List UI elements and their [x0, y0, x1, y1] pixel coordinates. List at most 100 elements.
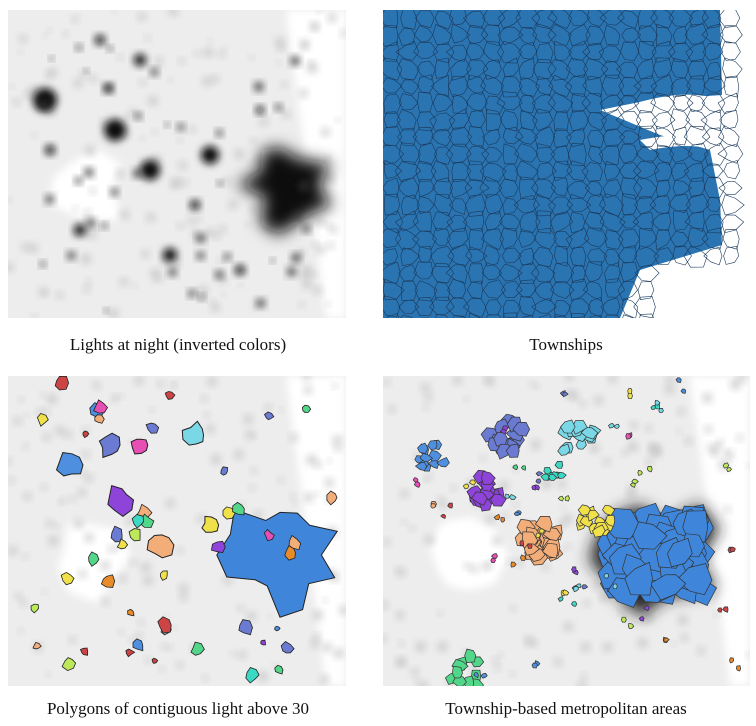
town-light	[254, 82, 263, 91]
light-dot	[43, 433, 51, 441]
light-dot	[325, 479, 333, 487]
light-dot	[646, 458, 653, 465]
light-dot	[207, 377, 216, 386]
light-dot	[666, 376, 674, 384]
township	[652, 112, 675, 129]
light-dot	[13, 98, 20, 105]
light-dot	[39, 288, 48, 297]
light-dot	[114, 395, 119, 400]
light-dot	[594, 396, 603, 405]
light-dot	[321, 128, 329, 136]
light-dot	[311, 639, 320, 648]
township-cell	[730, 547, 735, 552]
light-dot	[8, 546, 17, 555]
light-dot	[56, 292, 63, 299]
light-dot	[161, 644, 167, 650]
light-dot	[603, 458, 610, 465]
light-dot	[85, 533, 94, 542]
light-dot	[150, 407, 155, 412]
light-dot	[402, 519, 407, 524]
light-dot	[313, 610, 323, 620]
light-dot	[155, 57, 163, 65]
town-light	[197, 252, 205, 260]
town-light	[292, 253, 301, 262]
light-dot	[179, 58, 185, 64]
light-dot	[335, 118, 339, 122]
light-dot	[58, 500, 63, 505]
township-cell	[626, 434, 632, 440]
light-dot	[203, 675, 209, 681]
light-dot	[453, 375, 462, 384]
light-dot	[32, 314, 37, 319]
light-dot	[86, 279, 91, 284]
light-dot	[29, 244, 38, 253]
light-dot	[45, 71, 53, 79]
city-light	[45, 145, 55, 155]
town-light	[84, 69, 88, 73]
light-dot	[144, 576, 153, 585]
light-dot	[580, 401, 586, 407]
light-dot	[464, 397, 469, 402]
light-dot	[130, 559, 136, 565]
light-dot	[731, 379, 741, 389]
township-cell	[628, 393, 633, 399]
light-dot	[174, 260, 181, 267]
township-cell	[520, 541, 524, 546]
light-dot	[15, 593, 22, 600]
light-dot	[204, 48, 214, 58]
light-dot	[725, 506, 731, 512]
city-light	[201, 146, 219, 164]
light-dot	[197, 515, 204, 522]
light-dot	[396, 658, 405, 667]
light-dot	[290, 434, 298, 442]
light-dot	[8, 477, 14, 483]
light-polygons-panel	[5, 372, 348, 686]
light-dot	[715, 612, 720, 617]
light-dot	[327, 175, 335, 183]
light-dot	[578, 681, 587, 690]
light-dot	[480, 455, 486, 461]
city-light	[235, 265, 245, 275]
township-cell	[505, 494, 510, 498]
light-dot	[238, 651, 246, 659]
township	[720, 26, 742, 43]
light-dot	[291, 494, 296, 499]
light-dot	[6, 197, 11, 202]
light-dot	[198, 286, 207, 295]
light-dot	[279, 408, 284, 413]
light-dot	[411, 668, 419, 676]
township-cell	[572, 567, 577, 572]
light-dot	[384, 539, 391, 546]
light-dot	[176, 661, 183, 668]
light-dot	[425, 474, 431, 480]
light-dot	[439, 501, 447, 509]
light-dot	[41, 484, 47, 490]
light-dot	[169, 6, 178, 15]
light-dot	[603, 643, 612, 652]
town-light	[177, 124, 184, 131]
light-dot	[564, 622, 573, 631]
caption: Polygons of contiguous light above 30	[47, 699, 309, 718]
light-dot	[102, 598, 109, 605]
light-dot	[101, 561, 110, 570]
light-dot	[315, 461, 322, 468]
light-dot	[63, 31, 69, 37]
township-cell	[730, 658, 734, 663]
light-dot	[317, 8, 322, 13]
town-light	[101, 223, 107, 229]
light-dot	[47, 394, 57, 404]
light-dot	[4, 263, 13, 272]
town-light	[199, 294, 205, 300]
town-light	[299, 181, 309, 191]
light-dot	[219, 226, 226, 233]
light-dot	[451, 485, 457, 491]
light-dot	[470, 565, 477, 572]
light-dot	[85, 146, 95, 156]
light-dot	[74, 519, 83, 528]
light-dot	[542, 563, 549, 570]
light-dot	[410, 526, 416, 532]
light-dot	[423, 405, 429, 411]
light-dot	[315, 492, 319, 496]
light-dot	[681, 634, 688, 641]
township-cell	[532, 663, 538, 668]
